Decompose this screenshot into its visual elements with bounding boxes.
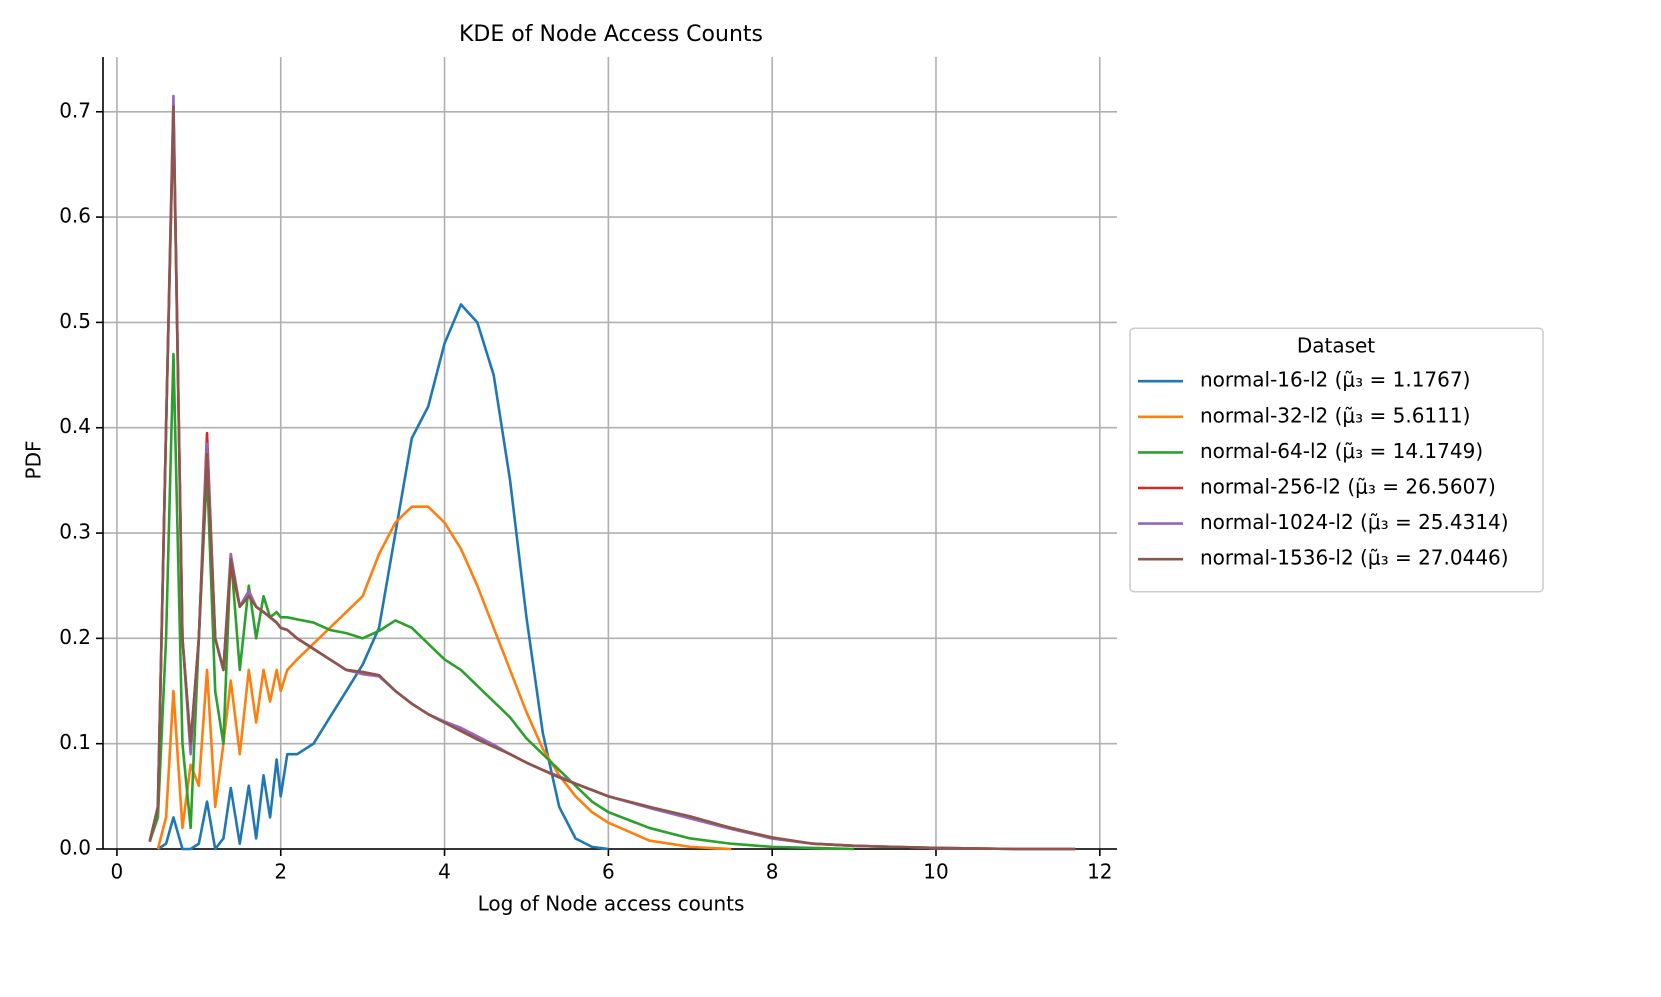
legend-label: normal-16-l2 (μ̃₃ = 1.1767) bbox=[1200, 368, 1470, 392]
legend-label: normal-256-l2 (μ̃₃ = 26.5607) bbox=[1200, 475, 1496, 499]
legend-label: normal-1536-l2 (μ̃₃ = 27.0446) bbox=[1200, 546, 1509, 570]
y-tick-label: 0.3 bbox=[59, 520, 91, 544]
x-tick-label: 2 bbox=[274, 860, 287, 884]
y-tick-label: 0.5 bbox=[59, 309, 91, 333]
legend-title: Dataset bbox=[1297, 334, 1375, 358]
legend-box bbox=[1129, 327, 1544, 593]
y-tick-label: 0.1 bbox=[59, 730, 91, 754]
x-tick-label: 4 bbox=[438, 860, 451, 884]
y-tick-label: 0.0 bbox=[59, 836, 91, 860]
x-axis-label: Log of Node access counts bbox=[478, 892, 745, 916]
series-line bbox=[148, 105, 1076, 851]
x-tick-label: 6 bbox=[602, 860, 615, 884]
legend-label: normal-32-l2 (μ̃₃ = 5.6111) bbox=[1200, 403, 1470, 427]
series-line bbox=[157, 303, 609, 851]
x-tick-label: 8 bbox=[766, 860, 779, 884]
y-tick-label: 0.7 bbox=[59, 98, 91, 122]
y-axis-label: PDF bbox=[22, 441, 46, 480]
x-tick-label: 0 bbox=[111, 860, 124, 884]
y-tick-label: 0.6 bbox=[59, 204, 91, 228]
y-tick-label: 0.4 bbox=[59, 414, 91, 438]
legend-label: normal-64-l2 (μ̃₃ = 14.1749) bbox=[1200, 439, 1483, 463]
x-tick-label: 10 bbox=[923, 860, 948, 884]
legend-label: normal-1024-l2 (μ̃₃ = 25.4314) bbox=[1200, 510, 1509, 534]
x-tick-label: 12 bbox=[1087, 860, 1112, 884]
y-tick-label: 0.2 bbox=[59, 625, 91, 649]
chart-title: KDE of Node Access Counts bbox=[459, 22, 763, 47]
